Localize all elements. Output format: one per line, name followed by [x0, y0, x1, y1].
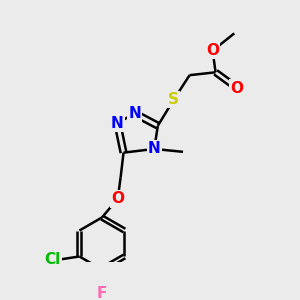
Text: O: O: [231, 81, 244, 96]
Text: N: N: [111, 116, 124, 131]
Text: Cl: Cl: [44, 252, 61, 267]
Text: O: O: [111, 191, 124, 206]
Text: N: N: [128, 106, 141, 121]
Text: O: O: [206, 43, 219, 58]
Text: S: S: [168, 92, 179, 107]
Text: N: N: [148, 142, 161, 157]
Text: F: F: [97, 286, 107, 300]
